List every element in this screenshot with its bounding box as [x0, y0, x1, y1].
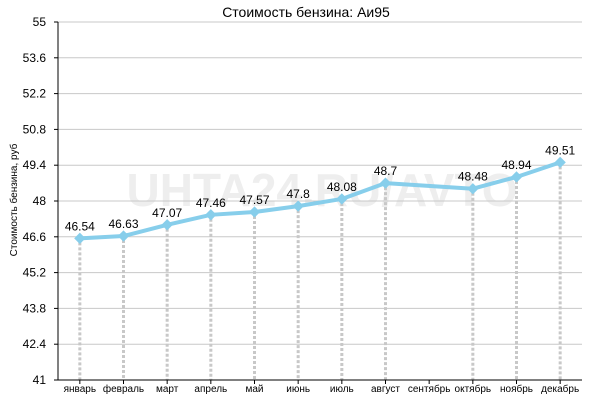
- x-tick-label: май: [245, 384, 263, 395]
- data-label: 47.8: [286, 187, 310, 201]
- x-tick-label: сентябрь: [408, 383, 451, 395]
- data-label: 46.54: [65, 219, 95, 233]
- y-tick-label: 53.6: [23, 51, 47, 65]
- x-tick-label: март: [156, 384, 179, 395]
- data-label: 47.07: [152, 206, 182, 220]
- data-point: [292, 200, 304, 212]
- data-label: 48.08: [327, 180, 357, 194]
- y-axis-label: Стоимость бензина, руб: [8, 143, 20, 256]
- data-point: [74, 232, 86, 244]
- data-point: [510, 171, 523, 183]
- data-labels: 46.54 46.63 47.07 47.46 47.57 47.8 48.08 48.7 48…: [65, 143, 576, 233]
- chart-title: Стоимость бензина: Аи95: [222, 4, 390, 20]
- data-point: [117, 230, 130, 242]
- x-tick-label: январь: [64, 384, 96, 395]
- x-tick-labels: январь февраль март апрель май июнь июль август…: [64, 380, 579, 395]
- y-tick-label: 41: [33, 373, 47, 387]
- data-point: [161, 219, 173, 231]
- y-tick-label: 55: [33, 15, 47, 29]
- data-point: [554, 156, 566, 169]
- data-point: [336, 193, 348, 205]
- data-point: [379, 177, 392, 189]
- y-tick-label: 49.4: [23, 158, 47, 172]
- drop-lines: [78, 166, 562, 380]
- x-tick-label: июль: [330, 384, 354, 395]
- watermark: UHTA24.RU/AVTO: [126, 164, 517, 216]
- y-tick-label: 48: [33, 194, 47, 208]
- data-point: [248, 206, 261, 218]
- data-label: 47.57: [239, 193, 269, 207]
- data-label: 46.63: [108, 217, 138, 231]
- x-tick-label: апрель: [194, 384, 227, 395]
- x-tick-label: август: [371, 384, 400, 395]
- y-tick-label: 45.2: [23, 266, 47, 280]
- y-tick-label: 50.8: [23, 122, 47, 136]
- x-tick-label: октябрь: [455, 383, 492, 395]
- data-label: 48.7: [374, 164, 398, 178]
- x-tick-label: июнь: [286, 384, 310, 395]
- data-label: 48.48: [458, 170, 488, 184]
- data-point: [467, 183, 479, 195]
- series-layer: [74, 156, 566, 244]
- x-tick-label: декабрь: [541, 383, 579, 395]
- data-label: 49.51: [545, 143, 575, 157]
- y-tick-label: 52.2: [23, 87, 47, 101]
- y-tick-label: 42.4: [23, 337, 47, 351]
- data-point: [205, 209, 217, 221]
- grid-layer: [58, 21, 582, 345]
- data-label: 48.94: [501, 158, 531, 172]
- y-tick-label: 46.6: [23, 230, 47, 244]
- data-label: 47.46: [196, 196, 226, 210]
- x-tick-label: ноябрь: [500, 383, 533, 395]
- x-tick-label: февраль: [103, 383, 144, 395]
- y-tick-label: 43.8: [23, 301, 47, 315]
- y-tick-labels: 41 42.4 43.8 45.2 46.6 48 49.4 50.8 52.2 53.6 55: [23, 15, 58, 387]
